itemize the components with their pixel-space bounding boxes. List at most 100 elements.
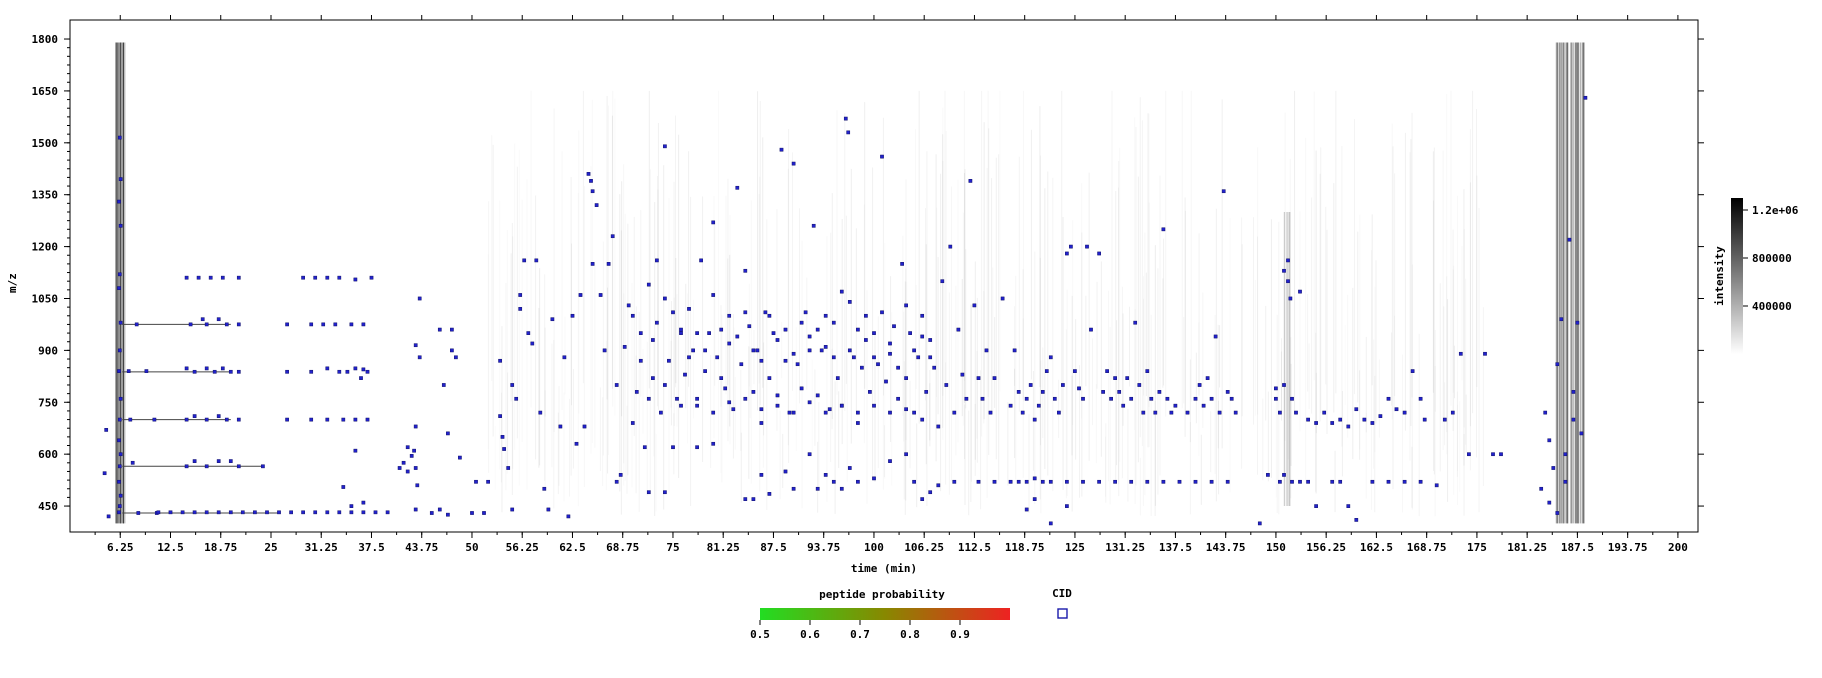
cid-point [1571,417,1576,422]
probability-tick-label: 0.6 [800,628,820,641]
cid-point [775,393,780,398]
cid-point [285,322,289,327]
cid-point [224,322,229,327]
cid-point [872,403,876,408]
cid-point [839,486,844,491]
cid-point [1209,396,1214,401]
cid-point [498,358,502,363]
x-tick-label: 50 [465,541,478,554]
cid-point [309,417,314,422]
cid-point [309,369,314,374]
cid-point [687,307,691,311]
cid-point [847,466,852,470]
cid-point [106,514,111,519]
cid-point [118,452,123,457]
cid-point [819,348,824,353]
cid-point [856,410,860,415]
y-tick-label: 1800 [32,33,59,46]
cid-point [228,459,233,463]
cid-point [228,369,233,374]
x-tick-label: 106.25 [904,541,944,554]
x-tick-label: 81.25 [707,541,740,554]
cid-point [1306,417,1310,422]
cid-point [349,504,354,508]
x-tick-label: 62.5 [559,541,586,554]
cid-point [1282,473,1286,477]
cid-point [1089,327,1093,332]
cid-point [1065,251,1069,256]
cid-point [365,369,370,374]
cid-point [972,303,977,308]
cid-point [695,403,699,408]
cid-point [446,512,450,517]
cid-point [1028,383,1033,387]
x-tick-label: 200 [1668,541,1688,554]
cid-point [1322,410,1327,415]
cid-point [1052,396,1057,401]
cid-point [614,383,619,387]
cid-point [634,390,639,394]
cid-point [815,486,820,491]
cid-point [928,490,933,495]
cid-point [614,479,619,484]
cid-point [904,407,908,412]
cid-point [831,320,836,325]
cid-point [1097,251,1101,256]
cid-point [1016,479,1021,484]
cid-point [691,348,695,353]
cid-point [1217,410,1222,415]
cid-point [920,313,925,318]
cid-point [646,490,651,495]
cid-point [759,358,764,363]
cid-point [679,331,683,335]
cid-point [1213,334,1218,339]
cid-point [1555,362,1560,367]
y-tick-label: 750 [38,396,58,409]
cid-point [1386,479,1391,484]
cid-point [117,504,122,508]
cid-point [1274,396,1278,401]
cid-point [498,414,502,418]
cid-point [361,322,366,327]
cid-point [361,500,366,505]
cid-point [526,331,531,335]
cid-point [1422,417,1427,422]
cid-point [212,369,217,374]
cid-point [1048,355,1053,360]
cid-point [839,289,844,294]
cid-point [117,479,121,484]
x-axis: 6.25 12.5 18.75 25 31.25 37.5 43.75 50 56.25 62.5… [94,15,1688,554]
cid-point [655,258,659,263]
cid-point [128,417,133,422]
cid-point [570,313,575,318]
y-tick-label: 900 [38,344,58,357]
cid-point [711,220,716,225]
plot-area [69,19,1699,533]
x-tick-label: 118.75 [1005,541,1045,554]
cid-point [779,147,784,152]
cid-point [751,497,756,501]
y-tick-label: 1650 [32,85,59,98]
cid-point [1105,369,1109,373]
x-tick-label: 175 [1467,541,1487,554]
cid-point [791,486,796,491]
x-tick-label: 100 [864,541,884,554]
cid-point [1386,396,1391,401]
cid-point [839,403,844,408]
probability-title: peptide probability [819,588,945,601]
cid-point [118,396,123,401]
x-tick-label: 112.5 [958,541,991,554]
cid-point [590,262,595,266]
cid-point [823,473,828,477]
cid-point [747,324,752,329]
x-tick-label: 181.25 [1507,541,1547,554]
cid-point [695,331,699,335]
cid-point [285,417,289,422]
x-tick-label: 187.5 [1561,541,1594,554]
cid-point [152,417,157,422]
cid-point [622,345,627,349]
cid-point [359,376,363,380]
cid-point [510,507,515,512]
cid-point [117,369,121,373]
cid-point [1032,497,1037,501]
